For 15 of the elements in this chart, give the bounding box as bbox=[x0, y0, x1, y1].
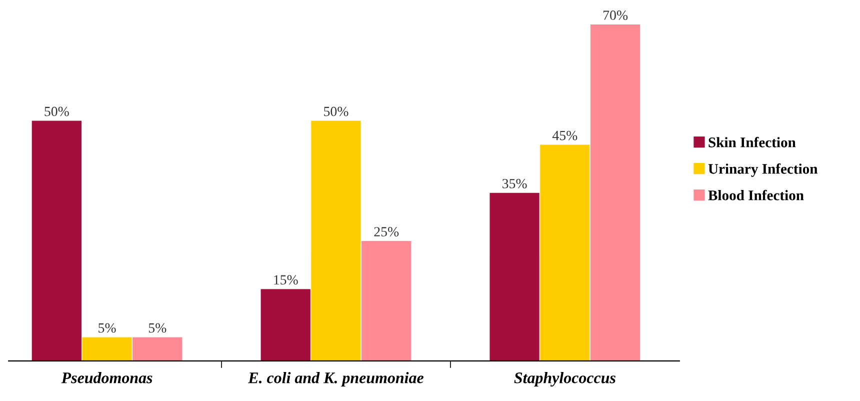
data-label: 25% bbox=[374, 227, 399, 236]
legend-label: Urinary Infection bbox=[708, 163, 818, 177]
x-tick-label: Staphylococcus bbox=[514, 372, 616, 387]
data-label: 35% bbox=[502, 178, 527, 188]
data-label: 45% bbox=[552, 130, 578, 140]
x-tick-label: Pseudomonas bbox=[61, 372, 152, 384]
data-label: 5% bbox=[148, 323, 166, 333]
legend-label: Blood Infection bbox=[708, 190, 804, 200]
data-label: 15% bbox=[274, 275, 298, 285]
x-tick-label: E. coli and K. pneumoniae bbox=[248, 372, 424, 386]
data-label: 5% bbox=[98, 323, 116, 333]
data-label: 50% bbox=[44, 106, 69, 116]
legend-label: Skin Infection bbox=[708, 136, 796, 148]
data-label: 70% bbox=[603, 10, 628, 20]
data-label: 50% bbox=[324, 106, 348, 116]
